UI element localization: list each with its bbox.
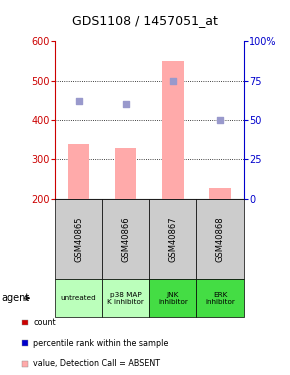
- Text: GSM40866: GSM40866: [121, 216, 130, 262]
- Point: [76, 98, 81, 104]
- Text: percentile rank within the sample: percentile rank within the sample: [33, 339, 169, 348]
- Bar: [162, 61, 184, 199]
- Bar: [68, 144, 89, 199]
- Bar: [209, 188, 231, 199]
- Point: [218, 117, 222, 123]
- Bar: [115, 148, 136, 199]
- Text: untreated: untreated: [61, 295, 97, 301]
- Text: JNK
inhibitor: JNK inhibitor: [158, 292, 188, 304]
- Text: agent: agent: [1, 293, 30, 303]
- Text: ERK
inhibitor: ERK inhibitor: [205, 292, 235, 304]
- Text: GSM40868: GSM40868: [215, 216, 224, 262]
- Point: [124, 101, 128, 107]
- Text: GSM40865: GSM40865: [74, 216, 83, 262]
- Text: value, Detection Call = ABSENT: value, Detection Call = ABSENT: [33, 359, 160, 368]
- Point: [171, 78, 175, 84]
- Text: GDS1108 / 1457051_at: GDS1108 / 1457051_at: [72, 14, 218, 27]
- Text: p38 MAP
K inhibitor: p38 MAP K inhibitor: [107, 292, 144, 304]
- Text: count: count: [33, 318, 56, 327]
- Text: GSM40867: GSM40867: [168, 216, 177, 262]
